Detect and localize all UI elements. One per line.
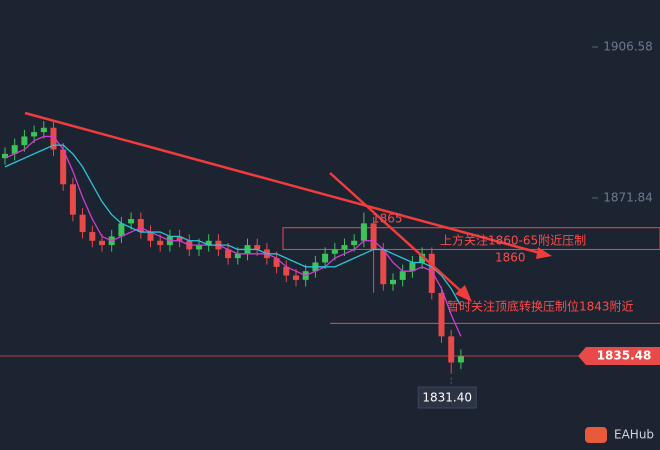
brand: EAHub [614,428,654,442]
brand-icon [585,427,607,443]
price-tag [578,347,660,366]
candle-body [205,240,212,246]
annotation: 上方关注1860-65附近压制 [440,233,586,248]
candle-body [254,245,261,250]
candle-body [128,219,135,224]
candle-body [438,292,445,337]
y-tick-label: 1906.58 [603,40,653,54]
annotation: 1865 [372,212,403,226]
candle-body [176,236,183,241]
low-tag-label: 1831.40 [422,391,472,405]
candle-body [2,153,8,159]
trend-line [24,111,541,255]
candle-body [137,219,144,233]
candle-body [234,253,241,259]
annotation: 暂时关注顶底转换压制位1843附近 [447,299,634,314]
moving-average [4,135,462,337]
low-tag [417,386,477,409]
candle-body [196,245,202,250]
candle-body [351,240,358,246]
candle-body [60,149,67,185]
candle-body [370,223,377,250]
price-tag-label: 1835.48 [597,349,652,363]
candle-body [11,145,18,154]
candle-body [341,245,348,250]
candle-body [99,240,105,246]
candle-body [118,223,125,237]
arrow-head [455,285,472,302]
candle-body [273,258,280,267]
candle-body [380,249,387,285]
candle-body [69,184,76,215]
trend-line [329,172,463,293]
candle-body [428,253,435,293]
arrow-head [536,247,552,259]
candle-body [457,356,464,363]
candle-body [21,136,28,146]
y-tick-label: 1871.84 [603,190,653,204]
candle-body [409,262,416,272]
candle-body [360,223,367,241]
candle-body [448,336,455,363]
candle-body [157,240,164,246]
candle-body [225,249,232,259]
candle-body [147,232,154,241]
candle-body [40,127,47,133]
annotation: 1860 [495,251,526,265]
candle-body [322,253,329,263]
candle-body [283,266,290,276]
candle-body [31,132,38,137]
candle-body [399,271,406,280]
candle-body [50,127,57,150]
moving-average [4,144,462,307]
candle-body [419,253,426,263]
candle-body [390,279,396,285]
candle-body [293,275,299,280]
candle-body [331,249,338,254]
zone [282,227,660,250]
candle-body [89,232,96,241]
candle-body [79,214,86,233]
